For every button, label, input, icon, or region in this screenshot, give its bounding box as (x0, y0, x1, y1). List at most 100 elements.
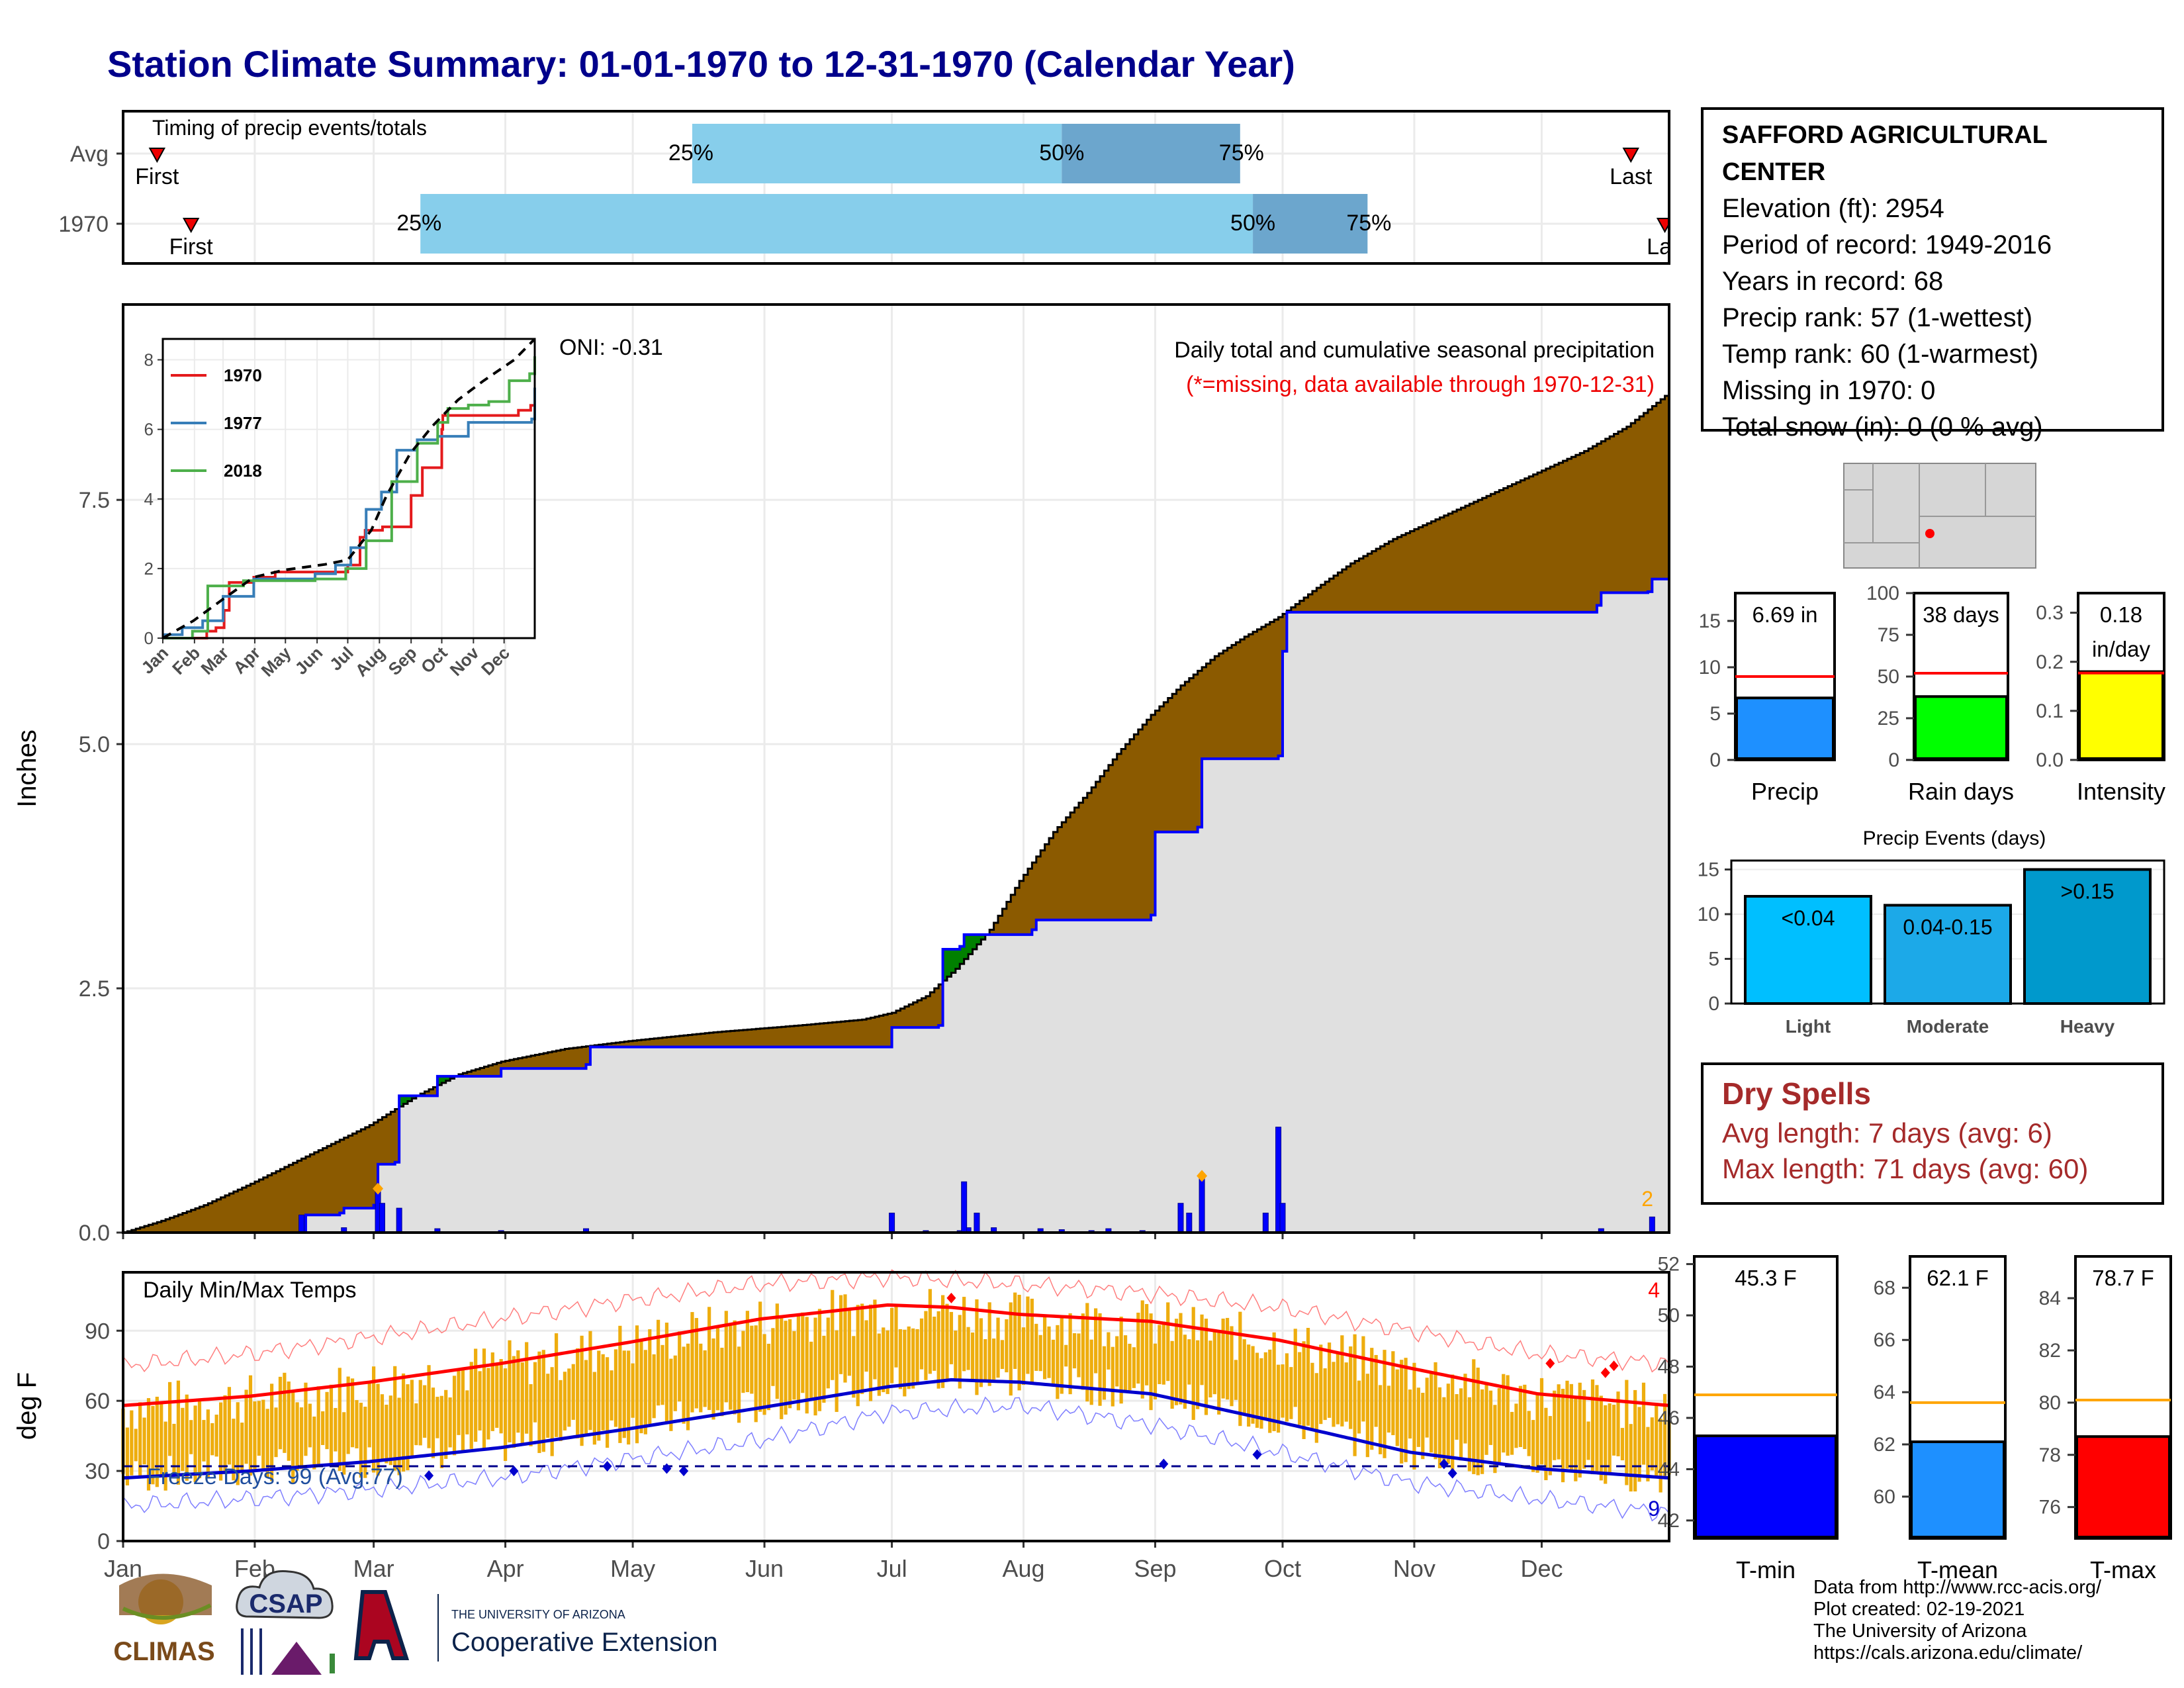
temps-daily-bar (1408, 1389, 1412, 1439)
mini_raindays-ytick-label: 0 (1888, 749, 1899, 771)
station-snow: Total snow (in): 0 (0 % avg) (1722, 412, 2043, 442)
mini_tmin-ytick-label: 44 (1658, 1458, 1680, 1480)
mini_intensity-xlabel: Intensity (2077, 778, 2165, 805)
temps-daily-bar (1230, 1326, 1234, 1407)
temps-daily-bar (1650, 1417, 1654, 1471)
timing-label-25: 25% (668, 140, 713, 165)
temps-daily-bar (1459, 1388, 1463, 1461)
temps-daily-bar (1174, 1319, 1179, 1405)
temps-daily-bar (325, 1391, 329, 1450)
temps-daily-bar (1149, 1313, 1153, 1411)
temps-daily-bar (163, 1421, 167, 1491)
temps-daily-bar (486, 1368, 490, 1440)
temps-record-high-marker (1600, 1367, 1610, 1378)
temps-daily-bar (1200, 1314, 1204, 1385)
temps-daily-bar (512, 1356, 516, 1448)
temps-daily-bar (970, 1332, 975, 1381)
temps-daily-bar (835, 1330, 839, 1412)
temps-daily-bar (1013, 1292, 1017, 1370)
temps-daily-bar (886, 1330, 889, 1394)
inset-ytick-label: 8 (144, 350, 154, 370)
temps-daily-bar (1616, 1391, 1620, 1457)
temps-daily-bar (958, 1315, 962, 1389)
mini_precip-ytick-label: 0 (1709, 749, 1721, 771)
temps-daily-bar (1000, 1340, 1005, 1370)
temps-daily-bar (860, 1303, 864, 1394)
mini_tmean-ytick-label: 60 (1874, 1486, 1895, 1508)
temps-daily-bar (1166, 1302, 1170, 1382)
temps-daily-bar (1238, 1311, 1242, 1427)
temps-daily-bar (813, 1317, 817, 1416)
temps-daily-bar (261, 1399, 265, 1471)
precip-ytick-label: 0.0 (79, 1221, 110, 1246)
temps-daily-bar (1323, 1368, 1327, 1421)
temps-daily-bar (1578, 1382, 1582, 1478)
temps-daily-bar (1136, 1313, 1140, 1384)
temps-daily-bar (805, 1317, 809, 1414)
temps-daily-bar (856, 1305, 860, 1407)
precip-orange-diamond (1197, 1170, 1208, 1182)
timing-first-marker (148, 148, 166, 164)
temps-daily-bar (393, 1366, 397, 1471)
precip-daily-bar (298, 1214, 305, 1233)
timing-row-label: Avg (70, 142, 109, 167)
temps-daily-bar (745, 1311, 749, 1393)
temps-daily-bar (1637, 1407, 1641, 1482)
temps-daily-bar (439, 1395, 443, 1468)
temps-daily-bar (1111, 1346, 1115, 1407)
temps-daily-bar (210, 1423, 214, 1456)
temps-daily-bar (520, 1362, 524, 1445)
temps-daily-bar (1421, 1393, 1425, 1460)
temps-corner-top: 4 (1648, 1278, 1660, 1302)
temps-daily-bar (1306, 1327, 1310, 1426)
temps-daily-bar (503, 1368, 508, 1461)
station-period: Period of record: 1949-2016 (1722, 230, 2052, 259)
temps-record-low-marker (679, 1466, 689, 1477)
mini_raindays-ytick-label: 25 (1878, 708, 1899, 729)
temps-daily-bar (1612, 1405, 1616, 1456)
temps-daily-bar (563, 1372, 567, 1430)
temps-daily-bar (423, 1385, 427, 1438)
temps-daily-bar (1582, 1389, 1586, 1469)
month-label: Jan (104, 1555, 142, 1582)
temps-daily-bar (1357, 1380, 1361, 1434)
month-label: Dec (1520, 1555, 1563, 1582)
temps-daily-bar (525, 1342, 529, 1434)
mini_tmax-value-bar (2075, 1435, 2171, 1539)
temps-daily-bar (737, 1346, 741, 1423)
temps-daily-bar (1510, 1411, 1514, 1455)
temps-daily-bar (227, 1387, 232, 1465)
temps-daily-bar (189, 1420, 193, 1454)
temps-daily-bar (750, 1325, 754, 1394)
precip-subtitle: (*=missing, data available through 1970-… (1186, 372, 1655, 397)
temps-daily-bar (197, 1399, 202, 1479)
temps-daily-bar (1051, 1339, 1056, 1385)
temps-daily-bar (1569, 1383, 1573, 1472)
temps-daily-bar (1217, 1331, 1221, 1415)
temps-daily-bar (1412, 1362, 1416, 1470)
mini_tmax-ytick-label: 80 (2039, 1392, 2061, 1414)
temps-daily-bar (822, 1335, 826, 1403)
temps-daily-bar (401, 1373, 406, 1472)
temps-daily-bar (406, 1384, 410, 1471)
temps-daily-bar (1336, 1351, 1340, 1425)
mini_tmin-xlabel: T-min (1736, 1556, 1796, 1583)
temps-daily-bar (809, 1341, 813, 1398)
temps-daily-bar (1208, 1340, 1212, 1398)
mini_tmin-value-bar (1694, 1434, 1837, 1538)
precip-daily-bar (961, 1181, 968, 1233)
inset-bg (163, 339, 535, 638)
inset-border (161, 338, 536, 639)
csap-logo-cloud-icon (236, 1570, 334, 1619)
temps-daily-bar (1327, 1342, 1332, 1418)
temps-daily-bar (244, 1389, 248, 1464)
precip-daily-bar (1262, 1212, 1269, 1233)
temps-daily-bar (499, 1359, 503, 1434)
temps-freeze-label: Freeze Days: 99 (Avg:77) (147, 1464, 403, 1489)
temps-daily-bar (444, 1389, 448, 1459)
precip-daily-bar (974, 1212, 980, 1233)
temps-daily-bar (1395, 1369, 1399, 1446)
mini_intensity-value-label-2: in/day (2092, 637, 2151, 661)
temps-daily-bar (172, 1423, 176, 1476)
